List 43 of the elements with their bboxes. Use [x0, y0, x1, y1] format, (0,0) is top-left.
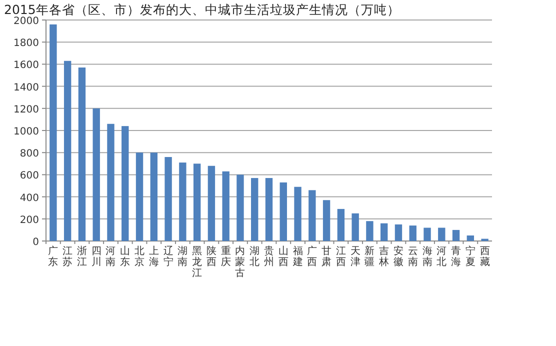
x-tick-label: 西藏 [480, 246, 490, 268]
x-tick-label: 山西 [278, 245, 288, 268]
x-tick-label: 陕西 [206, 245, 216, 268]
x-tick-label: 湖南 [178, 245, 188, 268]
x-tick-label: 云南 [408, 246, 418, 268]
y-tick-label: 200 [20, 214, 39, 226]
x-tick-label: 天津 [350, 246, 360, 268]
x-tick-label: 青海 [451, 245, 462, 268]
x-tick-label: 海南 [422, 245, 432, 268]
y-tick-label: 0 [32, 237, 39, 248]
x-tick-label: 黑龙江 [192, 246, 202, 279]
y-tick-label: 1000 [14, 126, 39, 138]
x-tick-label: 广东 [48, 245, 58, 268]
y-tick-label: 800 [20, 148, 39, 160]
x-tick-label: 甘肃 [322, 245, 332, 268]
x-tick-label: 湖北 [250, 245, 260, 268]
x-tick-label: 河北 [436, 245, 447, 268]
y-tick-label: 600 [20, 170, 39, 182]
x-tick-label: 广西 [307, 245, 318, 268]
x-tick-label: 内蒙古 [235, 245, 246, 279]
x-tick-label: 江苏 [62, 245, 73, 268]
y-tick-label: 1600 [14, 60, 39, 72]
y-tick-label: 1200 [14, 104, 39, 116]
y-tick-label: 400 [20, 192, 39, 204]
x-tick-label: 河南 [106, 245, 116, 268]
y-tick-label: 2000 [14, 16, 39, 27]
x-tick-label: 福建 [292, 245, 303, 268]
x-tick-label: 上海 [148, 245, 159, 268]
x-tick-label: 江西 [336, 245, 346, 268]
y-tick-label: 1800 [14, 38, 39, 50]
x-tick-label: 宁夏 [465, 245, 476, 268]
x-tick-label: 辽宁 [163, 245, 174, 268]
y-tick-label: 1400 [14, 82, 39, 94]
x-tick-label: 贵州 [264, 245, 274, 268]
x-tick-label: 北京 [134, 245, 145, 268]
x-tick-label: 四川 [91, 246, 102, 268]
title: 2015年各省（区、市）发布的大、中城市生活垃圾产生情况（万吨） [4, 2, 400, 17]
x-tick-label: 吉林 [378, 245, 390, 268]
x-tick-label: 浙江 [76, 245, 87, 268]
x-tick-label: 山东 [120, 245, 130, 268]
x-tick-label: 安徽 [393, 245, 404, 268]
x-tick-label: 重庆 [220, 245, 231, 268]
x-tick-label: 新疆 [364, 245, 375, 268]
